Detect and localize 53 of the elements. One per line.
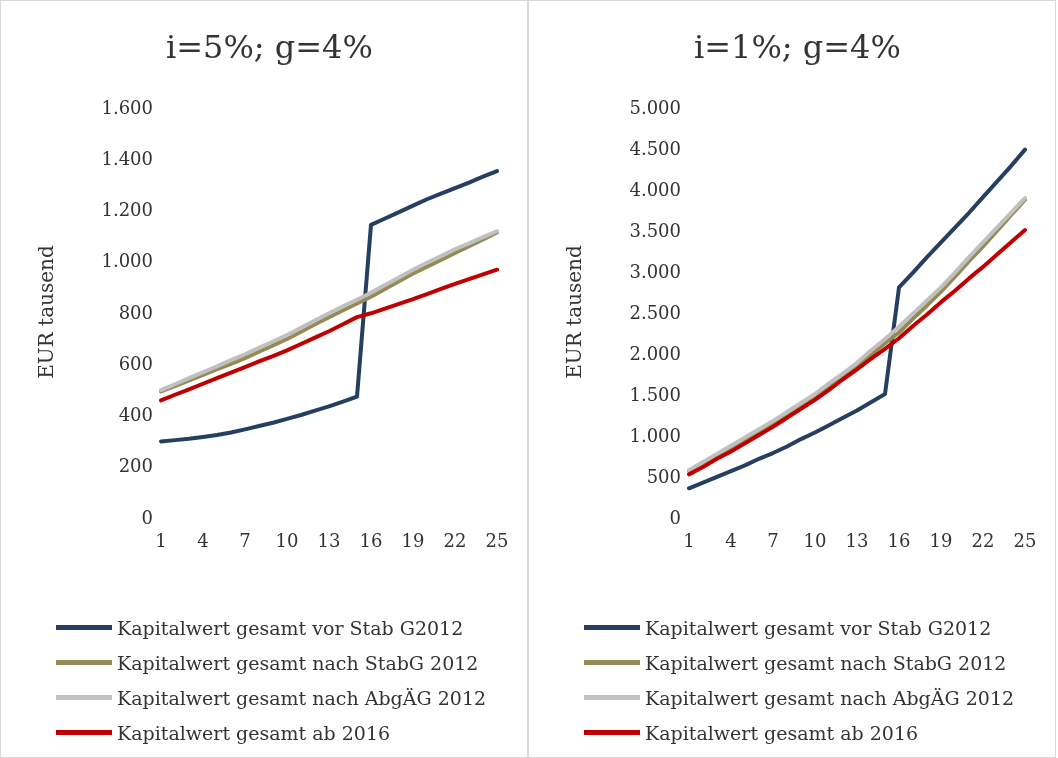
- y-tick-label: 600: [118, 352, 153, 374]
- x-tick-label: 22: [443, 529, 467, 551]
- line-series: [159, 169, 499, 444]
- chart-title: i=5%; g=4%: [166, 28, 373, 66]
- legend-label: Kapitalwert gesamt vor Stab G2012: [117, 616, 464, 639]
- y-tick-label: 1.400: [101, 147, 153, 169]
- y-tick-label: 2.000: [629, 342, 681, 364]
- y-tick-label: 4.000: [629, 178, 681, 200]
- x-tick-label: 25: [1013, 529, 1037, 551]
- x-tick-label: 16: [887, 529, 911, 551]
- x-tick-label: 22: [971, 529, 995, 551]
- legend-label: Kapitalwert gesamt nach AbgÄG 2012: [645, 686, 1015, 709]
- y-tick-label: 3.000: [629, 260, 681, 282]
- x-tick-label: 1: [683, 529, 695, 551]
- y-axis-title: EUR tausend: [34, 245, 58, 379]
- y-tick-label: 500: [646, 465, 681, 487]
- line-series: [687, 147, 1027, 491]
- x-tick-label: 19: [929, 529, 953, 551]
- y-tick-label: 0: [669, 506, 681, 528]
- y-axis-title: EUR tausend: [562, 245, 586, 379]
- x-tick-label: 13: [317, 529, 341, 551]
- legend-label: Kapitalwert gesamt nach AbgÄG 2012: [117, 686, 487, 709]
- y-tick-label: 1.500: [629, 383, 681, 405]
- y-tick-label: 3.500: [629, 219, 681, 241]
- chart-title: i=1%; g=4%: [694, 28, 901, 66]
- y-tick-label: 4.500: [629, 137, 681, 159]
- x-tick-label: 13: [845, 529, 869, 551]
- y-tick-label: 1.600: [101, 96, 153, 118]
- x-tick-label: 16: [359, 529, 383, 551]
- x-tick-label: 4: [197, 529, 209, 551]
- y-tick-label: 0: [141, 506, 153, 528]
- legend-label: Kapitalwert gesamt ab 2016: [645, 721, 919, 744]
- x-tick-label: 19: [401, 529, 425, 551]
- x-tick-label: 25: [485, 529, 509, 551]
- legend-label: Kapitalwert gesamt nach StabG 2012: [117, 651, 479, 674]
- y-tick-label: 1.000: [101, 250, 153, 272]
- line-series: [159, 267, 499, 403]
- x-tick-label: 1: [155, 529, 167, 551]
- y-tick-label: 2.500: [629, 301, 681, 323]
- y-tick-label: 5.000: [629, 96, 681, 118]
- x-tick-label: 4: [725, 529, 737, 551]
- x-tick-label: 7: [239, 529, 251, 551]
- x-tick-label: 10: [275, 529, 299, 551]
- y-tick-label: 1.200: [101, 199, 153, 220]
- y-tick-label: 1.000: [629, 424, 681, 446]
- y-tick-label: 800: [118, 301, 153, 323]
- x-tick-label: 7: [767, 529, 779, 551]
- x-tick-label: 10: [803, 529, 827, 551]
- legend-label: Kapitalwert gesamt nach StabG 2012: [645, 651, 1007, 674]
- legend-label: Kapitalwert gesamt ab 2016: [117, 721, 391, 744]
- legend-label: Kapitalwert gesamt vor Stab G2012: [645, 616, 992, 639]
- y-tick-label: 400: [118, 404, 153, 425]
- y-tick-label: 200: [118, 455, 153, 477]
